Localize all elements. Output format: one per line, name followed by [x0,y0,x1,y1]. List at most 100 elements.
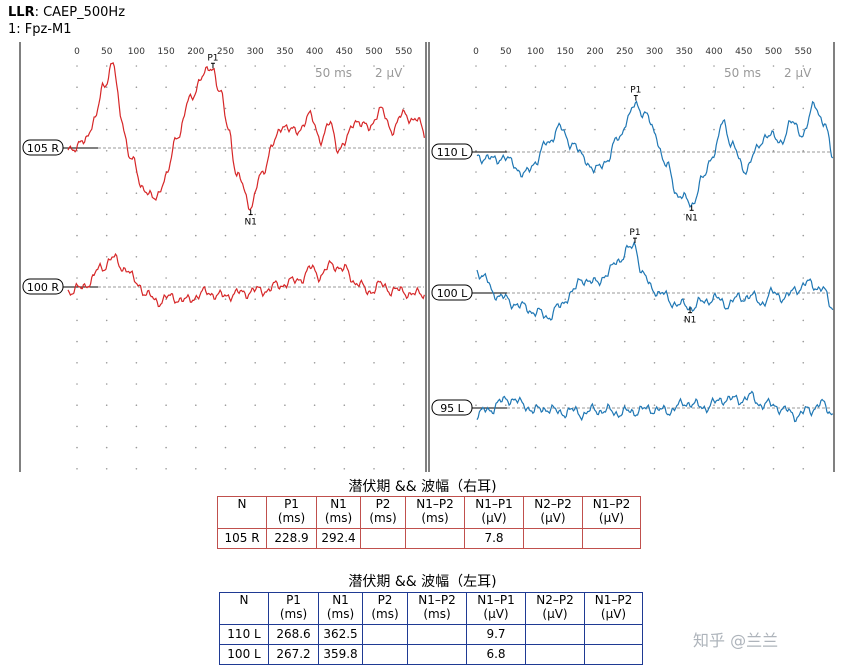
grid-dot [284,255,286,258]
grid-dot [195,128,197,131]
grid-dot [373,192,375,194]
table-cell [407,644,467,665]
grid-dot [504,65,507,67]
x-tick-label: 300 [646,47,663,57]
grid-dot [254,383,256,385]
grid-dot [105,213,108,216]
grid-dot [564,319,567,322]
header-bold: LLR [8,5,35,20]
grid-dot [713,213,715,216]
grid-dot [802,171,805,173]
series-label: 95 L [440,402,464,415]
grid-dot [653,404,656,407]
grid-dot [742,192,745,194]
grid-dot [373,298,375,301]
grid-dot [742,86,745,88]
grid-dot [195,234,197,237]
grid-dot [564,128,567,131]
grid-dot [402,128,405,131]
grid-dot [105,107,108,110]
grid-dot [564,65,567,67]
grid-dot [284,86,286,88]
grid-dot [772,150,775,152]
x-tick-label: 0 [74,47,80,57]
grid-dot [313,65,316,67]
grid-dot [802,86,805,88]
grid-dot [742,107,745,110]
grid-dot [742,65,745,67]
grid-dot [623,65,626,67]
series-label-box [431,284,473,301]
grid-dot [772,171,775,173]
table-cell [525,624,585,645]
grid-dot [534,255,537,258]
grid-dot [564,468,567,470]
grid-dot [772,298,775,301]
grid-dot [224,171,227,173]
grid-dot [373,362,375,364]
table-cell [582,528,641,549]
grid-dot [373,128,375,131]
x-tick-label: 550 [795,47,812,57]
grid-dot [254,255,256,258]
grid-dot [373,340,375,343]
grid-dot [373,86,375,88]
grid-dot [284,65,286,67]
left-ear-panel: 0 50 100 150 200 250 300 350 400 450 500 550 50 ms 2 … [428,42,835,472]
grid-dot [713,277,715,279]
grid-dot [135,234,138,237]
grid-dot [284,425,286,428]
grid-dot [165,255,167,258]
grid-dot [135,383,138,385]
x-tick-label: 450 [735,47,752,57]
table-cell: 110 L [219,624,269,645]
grid-dot [76,213,78,216]
grid-dot [105,340,108,343]
grid-dot [742,213,745,216]
grid-dot [564,340,567,343]
grid-dot [594,213,596,216]
grid-dot [683,277,686,279]
grid-dot [254,425,256,428]
grid-dot [594,255,596,258]
grid-dot [135,255,138,258]
grid-dot [224,255,227,258]
x-tick-label: 50 [101,47,113,57]
grid-dot [742,468,745,470]
grid-dot [254,234,256,237]
grid-dot [224,340,227,343]
grid-dot [224,362,227,364]
grid-dot [284,192,286,194]
grid-dot [534,277,537,279]
grid-dot [373,468,375,470]
grid-dot [772,107,775,110]
header-cell: N [217,496,267,529]
peak-label: P1 [207,53,218,63]
grid-dot [475,150,477,152]
grid-dot [195,446,197,449]
grid-dot [802,277,805,279]
grid-dot [534,298,537,301]
grid-dot [772,319,775,322]
grid-dot [742,319,745,322]
grid-dot [343,446,346,449]
grid-dot [653,383,656,385]
grid-dot [284,213,286,216]
table-cell: 362.5 [318,624,363,645]
grid-dot [402,213,405,216]
grid-dot [653,86,656,88]
grid-dot [76,446,78,449]
table-cell: 6.8 [466,644,526,665]
grid-dot [224,86,227,88]
grid-dot [534,319,537,322]
grid-dot [195,468,197,470]
x-tick-label: 350 [276,47,293,57]
grid-dot [504,319,507,322]
grid-dot [683,340,686,343]
grid-dot [313,192,316,194]
grid-dot [504,150,507,152]
grid-dot [254,446,256,449]
grid-dot [135,362,138,364]
scale-ms: 50 ms [315,66,352,80]
grid-dot [564,298,567,301]
